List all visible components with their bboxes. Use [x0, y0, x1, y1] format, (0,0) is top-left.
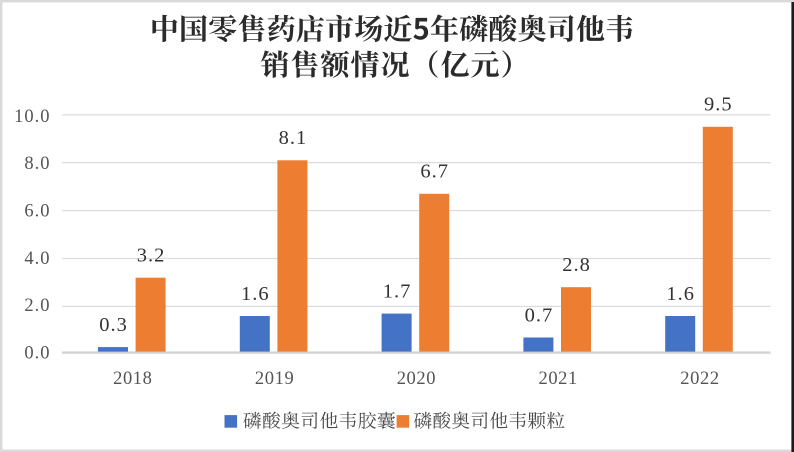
svg-text:4.0: 4.0	[24, 249, 50, 269]
svg-text:0.0: 0.0	[24, 343, 50, 363]
svg-text:2.0: 2.0	[24, 296, 50, 316]
svg-text:9.5: 9.5	[704, 94, 733, 116]
svg-text:1.7: 1.7	[383, 280, 412, 302]
svg-text:6.7: 6.7	[420, 161, 449, 183]
svg-text:3.2: 3.2	[137, 245, 166, 267]
svg-text:0.7: 0.7	[525, 304, 554, 326]
svg-text:2019: 2019	[255, 369, 294, 389]
svg-text:8.1: 8.1	[279, 127, 308, 149]
svg-text:2020: 2020	[397, 369, 436, 389]
svg-text:2018: 2018	[113, 369, 152, 389]
svg-text:10.0: 10.0	[14, 107, 50, 127]
svg-text:2.8: 2.8	[562, 254, 591, 276]
svg-text:2022: 2022	[680, 369, 719, 389]
svg-text:1.6: 1.6	[666, 283, 695, 305]
svg-text:8.0: 8.0	[24, 154, 50, 174]
svg-text:2021: 2021	[538, 369, 577, 389]
svg-text:0.3: 0.3	[99, 314, 128, 336]
svg-text:1.6: 1.6	[241, 283, 270, 305]
svg-text:6.0: 6.0	[24, 202, 50, 222]
